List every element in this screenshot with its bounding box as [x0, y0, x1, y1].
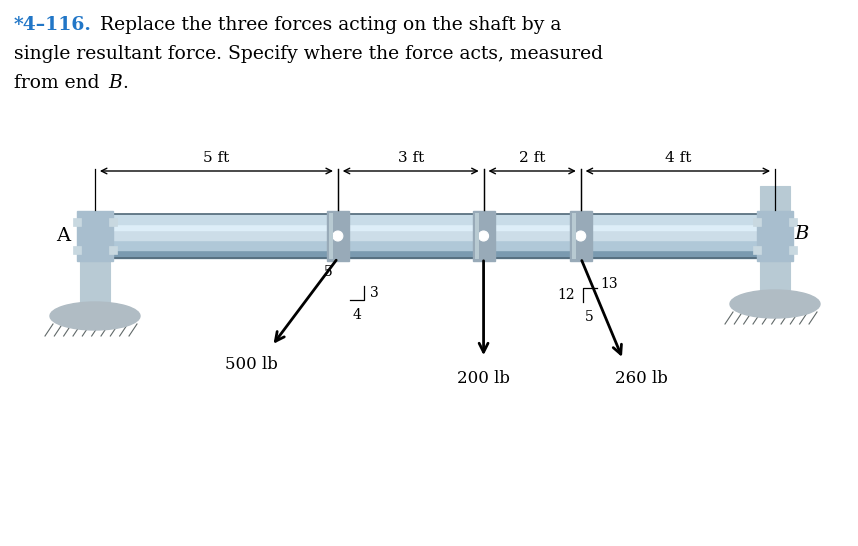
Bar	[109, 218, 117, 226]
Ellipse shape	[730, 290, 820, 318]
Circle shape	[479, 231, 488, 241]
Text: 4 ft: 4 ft	[665, 151, 691, 165]
Bar	[95, 214, 775, 258]
Bar	[73, 246, 81, 254]
Bar	[789, 246, 797, 254]
Text: 5: 5	[324, 265, 333, 279]
Bar	[329, 213, 333, 259]
Bar	[77, 211, 113, 261]
Text: 12: 12	[557, 288, 575, 302]
Bar	[80, 256, 110, 316]
Bar	[753, 218, 761, 226]
Bar	[757, 211, 793, 261]
Circle shape	[576, 231, 586, 241]
Text: 4: 4	[353, 308, 361, 322]
Text: 260 lb: 260 lb	[614, 370, 668, 387]
Text: single resultant force. Specify where the force acts, measured: single resultant force. Specify where th…	[14, 45, 603, 63]
Bar	[73, 218, 81, 226]
Bar	[95, 230, 775, 250]
Text: A: A	[56, 227, 70, 245]
Text: *4–116.: *4–116.	[14, 16, 92, 34]
Bar	[789, 218, 797, 226]
Text: .: .	[122, 74, 128, 92]
Circle shape	[333, 231, 343, 241]
Bar	[474, 213, 479, 259]
Text: 500 lb: 500 lb	[226, 356, 278, 373]
Bar	[95, 224, 775, 230]
Text: 5: 5	[585, 310, 594, 324]
Text: B: B	[108, 74, 122, 92]
Text: B: B	[794, 225, 808, 243]
Text: Replace the three forces acting on the shaft by a: Replace the three forces acting on the s…	[100, 16, 561, 34]
Bar	[95, 228, 775, 240]
Bar	[760, 236, 790, 306]
Text: 3 ft: 3 ft	[397, 151, 424, 165]
Bar	[760, 186, 790, 214]
Text: 13: 13	[601, 277, 619, 291]
Bar	[327, 211, 349, 261]
Text: 3: 3	[370, 286, 378, 300]
Ellipse shape	[50, 302, 140, 330]
Bar	[473, 211, 494, 261]
Text: 200 lb: 200 lb	[457, 370, 510, 387]
Bar	[109, 246, 117, 254]
Bar	[570, 211, 592, 261]
Bar	[753, 246, 761, 254]
Text: 2 ft: 2 ft	[519, 151, 546, 165]
Text: 5 ft: 5 ft	[203, 151, 230, 165]
Bar	[95, 214, 775, 224]
Text: from end: from end	[14, 74, 106, 92]
Bar	[571, 213, 576, 259]
Bar	[95, 250, 775, 258]
